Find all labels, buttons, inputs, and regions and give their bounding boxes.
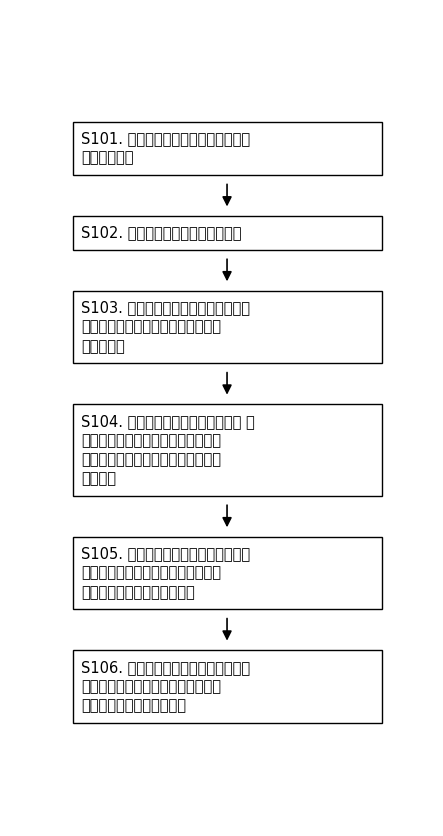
- Bar: [73, 291, 381, 364]
- Text: S104. 所述点源球面波穿过透明观测 件
，并在穿过所述流体出入孔道时与所
述待测流体中的颗粒相互作用形成颗
粒衍射波: S104. 所述点源球面波穿过透明观测 件 ，并在穿过所述流体出入孔道时与所 述…: [81, 414, 255, 487]
- Text: S105. 所述点源球面波和所述颗粒衍射
波相互干涉，并投射在图像传感器的
感应面上，生成全息成像信息: S105. 所述点源球面波和所述颗粒衍射 波相互干涉，并投射在图像传感器的 感应…: [81, 546, 250, 599]
- Bar: [73, 122, 381, 176]
- Text: S106. 将所述全息成像信息传送至计算
机，进行数据反演处理，最终得到反
映颗粒形状的空间成像信息: S106. 将所述全息成像信息传送至计算 机，进行数据反演处理，最终得到反 映颗…: [81, 660, 250, 713]
- Bar: [73, 537, 381, 609]
- Bar: [73, 404, 381, 496]
- Text: S102. 启动激光器，发射脉冲式激光: S102. 启动激光器，发射脉冲式激光: [81, 226, 241, 241]
- Bar: [73, 216, 381, 250]
- Text: S101. 向透明观测件中的流体出入孔道
导入待测流体: S101. 向透明观测件中的流体出入孔道 导入待测流体: [81, 131, 250, 166]
- Bar: [73, 650, 381, 722]
- Text: S103. 使所述激光穿过显微镜头，并聚
焦在光阑的轴心孔中，然后衍射形成
点源球面波: S103. 使所述激光穿过显微镜头，并聚 焦在光阑的轴心孔中，然后衍射形成 点源…: [81, 300, 250, 354]
